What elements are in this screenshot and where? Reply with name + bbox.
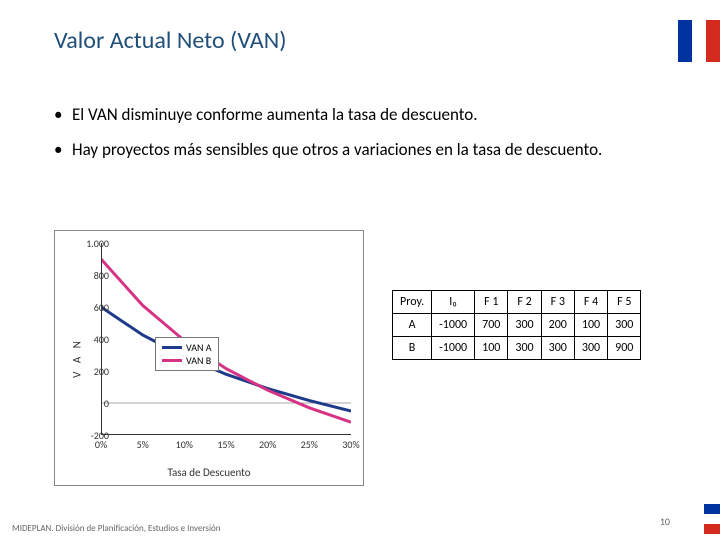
bottom-flag-icon: [704, 504, 720, 534]
table-header: F 3: [541, 291, 574, 314]
y-tick-label: 800: [73, 269, 109, 282]
bullet-item: • Hay proyectos más sensibles que otros …: [54, 139, 660, 160]
bullet-item: • El VAN disminuye conforme aumenta la t…: [54, 104, 660, 125]
x-tick-label: 30%: [336, 438, 366, 451]
x-tick-label: 0%: [86, 438, 116, 451]
table-header: F 4: [574, 291, 607, 314]
corner-flag-icon: [678, 20, 720, 62]
y-tick-label: 600: [73, 301, 109, 314]
table-cell: 700: [475, 314, 508, 337]
table-cell: -1000: [432, 314, 475, 337]
slide-title: Valor Actual Neto (VAN): [54, 26, 286, 55]
table-header: F 1: [475, 291, 508, 314]
table-header: F 5: [608, 291, 641, 314]
table-cell: 100: [475, 337, 508, 360]
bullet-text: El VAN disminuye conforme aumenta la tas…: [72, 104, 478, 125]
table-header: I₀: [432, 291, 475, 314]
y-tick-label: 0: [73, 397, 109, 410]
table-cell: 300: [608, 314, 641, 337]
x-tick-label: 5%: [128, 438, 158, 451]
table-cell: 900: [608, 337, 641, 360]
x-tick-label: 20%: [253, 438, 283, 451]
x-tick-label: 10%: [169, 438, 199, 451]
table-cell: -1000: [432, 337, 475, 360]
table-cell: 300: [541, 337, 574, 360]
table-header: Proy.: [393, 291, 432, 314]
table-cell: 100: [574, 314, 607, 337]
page-number: 10: [660, 515, 670, 528]
bullet-icon: •: [54, 139, 72, 160]
x-axis-title: Tasa de Descuento: [55, 466, 363, 479]
table-cell: 300: [508, 314, 541, 337]
bullet-list: • El VAN disminuye conforme aumenta la t…: [54, 104, 660, 175]
van-chart: V A N VAN AVAN B Tasa de Descuento 1.000…: [54, 230, 364, 486]
table-cell: 200: [541, 314, 574, 337]
table-cell: 300: [508, 337, 541, 360]
bullet-text: Hay proyectos más sensibles que otros a …: [72, 139, 602, 160]
footer-org: MIDEPLAN. División de Planificación, Est…: [12, 524, 220, 534]
chart-legend: VAN AVAN B: [155, 337, 219, 371]
y-tick-label: 200: [73, 365, 109, 378]
table-row: B-1000100300300300900: [393, 337, 641, 360]
table-cell: 300: [574, 337, 607, 360]
legend-item: VAN B: [162, 354, 212, 367]
table-row: A-1000700300200100300: [393, 314, 641, 337]
x-tick-label: 25%: [294, 438, 324, 451]
y-tick-label: 400: [73, 333, 109, 346]
table-cell: A: [393, 314, 432, 337]
table-cell: B: [393, 337, 432, 360]
bullet-icon: •: [54, 104, 72, 125]
y-tick-label: 1.000: [73, 237, 109, 250]
legend-item: VAN A: [162, 341, 212, 354]
table-header: F 2: [508, 291, 541, 314]
project-table: Proy.I₀F 1F 2F 3F 4F 5 A-100070030020010…: [392, 290, 641, 360]
x-tick-label: 15%: [211, 438, 241, 451]
